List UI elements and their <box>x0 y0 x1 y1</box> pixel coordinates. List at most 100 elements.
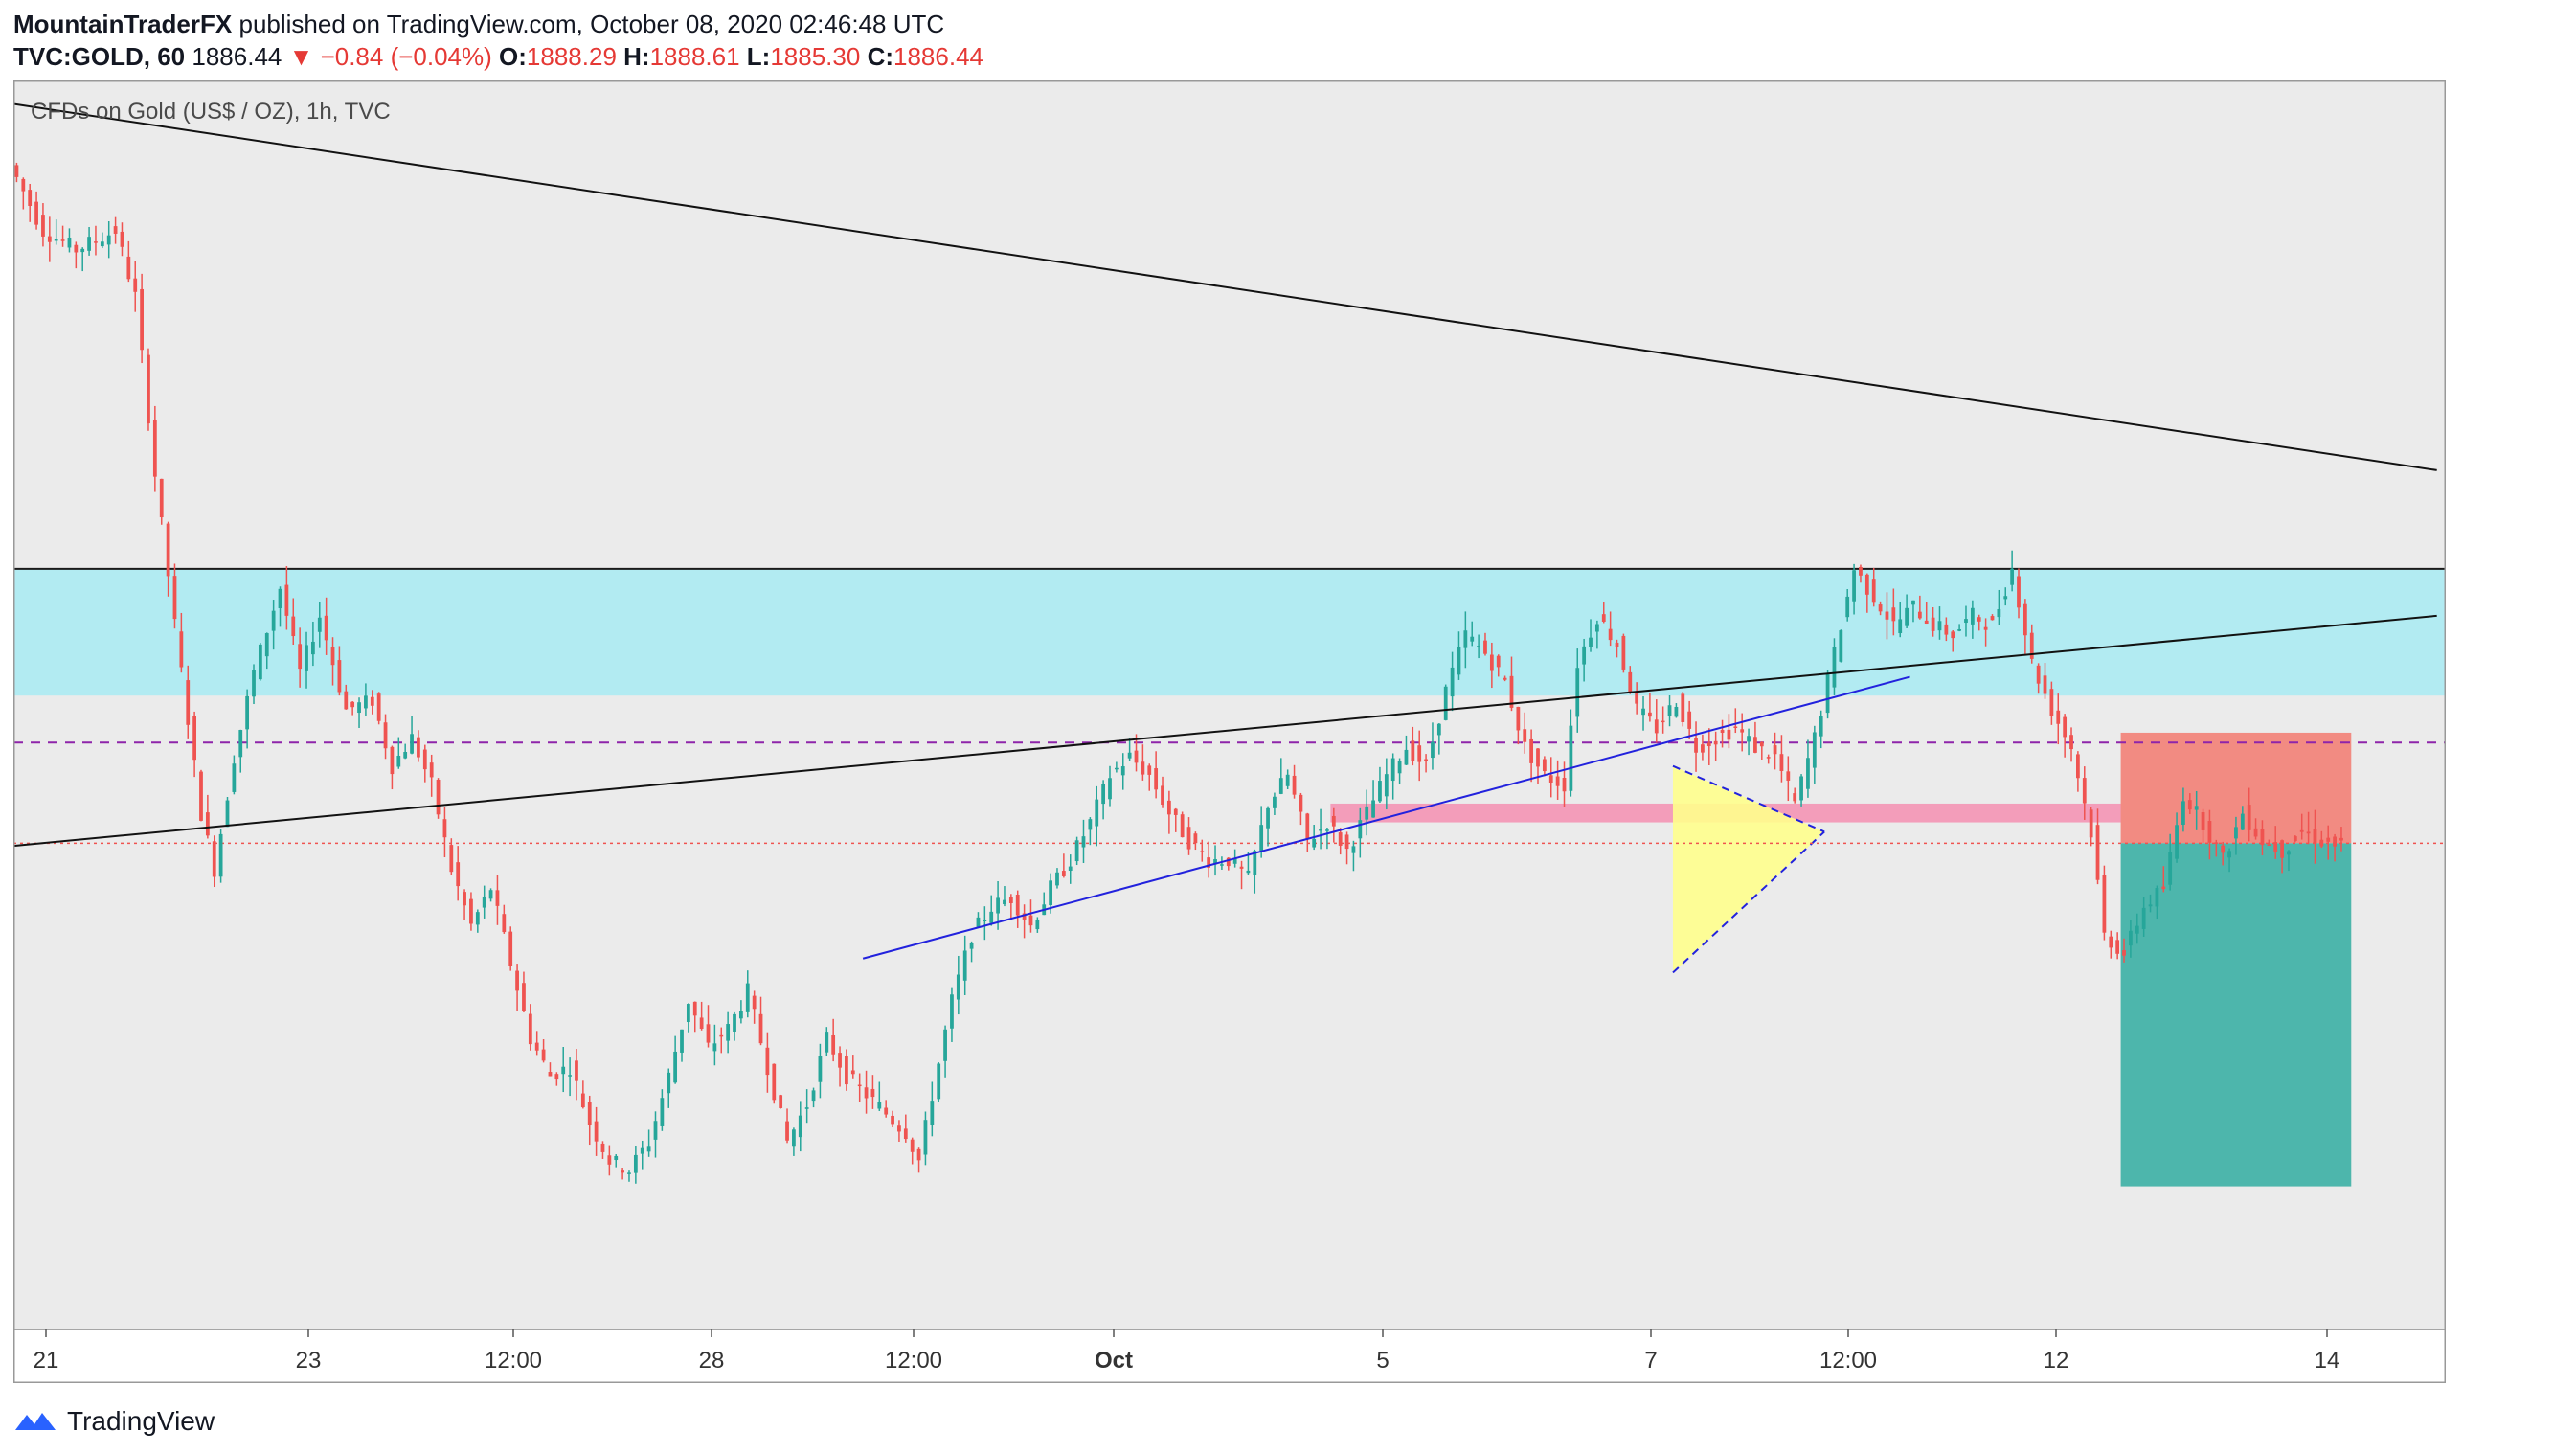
author-name[interactable]: MountainTraderFX <box>13 10 233 38</box>
candle-body <box>1489 654 1494 671</box>
candle-body <box>2306 831 2311 834</box>
candle-body <box>706 1024 711 1043</box>
candle-body <box>1575 668 1580 717</box>
candle-body <box>2234 827 2238 839</box>
candle-body <box>1253 851 1257 875</box>
candle-body <box>376 693 381 721</box>
candle-body <box>561 1066 566 1075</box>
candle-body <box>47 236 52 242</box>
candle-body <box>298 644 303 670</box>
candle-body <box>600 1143 605 1152</box>
candle-body <box>1674 706 1679 717</box>
candle-body <box>456 862 461 887</box>
brand-label[interactable]: TradingView <box>67 1406 215 1436</box>
price-chart[interactable]: CFDs on Gold (US$ / OZ), 1h, TVC1960.001… <box>13 80 2446 1383</box>
candle-body <box>1529 738 1534 763</box>
candle-body <box>825 1032 829 1053</box>
candle-body <box>1641 708 1645 716</box>
candle-body <box>1555 776 1560 786</box>
candle-body <box>2095 825 2100 880</box>
chart-frame[interactable]: CFDs on Gold (US$ / OZ), 1h, TVC1960.001… <box>13 80 2446 1383</box>
candle-body <box>1977 617 1981 622</box>
candle-body <box>264 633 269 657</box>
candle-body <box>1825 674 1830 714</box>
candle-body <box>442 819 447 838</box>
candle-body <box>1344 834 1349 850</box>
candle-body <box>1397 761 1402 774</box>
candle-body <box>845 1056 848 1085</box>
candle-body <box>1003 899 1006 905</box>
time-tick-label: 12:00 <box>1819 1348 1877 1374</box>
candle-body <box>785 1121 789 1141</box>
candle-body <box>1727 729 1731 740</box>
candle-body <box>1331 815 1336 827</box>
candle-body <box>1022 913 1027 920</box>
candle-body <box>364 695 368 709</box>
candle-body <box>1246 870 1251 874</box>
candle-body <box>2043 675 2047 694</box>
candle-body <box>1871 579 1876 603</box>
candle-body <box>74 244 79 253</box>
candle-body <box>1694 738 1698 753</box>
candle-body <box>2168 852 2173 885</box>
candle-body <box>390 746 395 775</box>
candle-body <box>2063 716 2068 738</box>
chart-border <box>13 80 2446 1383</box>
candle-body <box>1371 800 1375 818</box>
candle-body <box>1509 675 1514 708</box>
candle-body <box>1964 619 1968 624</box>
candle-body <box>403 752 408 759</box>
candle-body <box>2069 735 2073 750</box>
time-axis[interactable] <box>13 1329 2446 1383</box>
candle-body <box>508 931 513 966</box>
candle-body <box>1226 857 1231 867</box>
candle-body <box>739 1011 743 1019</box>
candle-body <box>1141 761 1145 775</box>
candle-body <box>1957 629 1962 631</box>
candle-body <box>1733 726 1738 728</box>
candle-body <box>733 1013 736 1032</box>
tradingview-logo-icon[interactable] <box>13 1409 57 1434</box>
candle-body <box>2115 940 2120 954</box>
candle-body <box>1589 637 1593 647</box>
candle-body <box>897 1125 901 1132</box>
candle-body <box>910 1139 915 1152</box>
candle-body <box>1232 858 1237 864</box>
publish-info: published on TradingView.com, October 08… <box>238 10 945 38</box>
candle-body <box>1681 693 1685 722</box>
candle-body <box>1273 796 1277 808</box>
candle-body <box>575 1060 578 1081</box>
candle-body <box>1483 640 1487 654</box>
high-label: H: <box>623 42 650 71</box>
downtrend-line[interactable] <box>13 102 2437 471</box>
uptrend-line-black[interactable] <box>13 614 2437 848</box>
candle-body <box>1667 705 1672 716</box>
candle-body <box>2319 839 2324 847</box>
candle-body <box>2022 603 2027 636</box>
candle-body <box>417 737 420 758</box>
candle-body <box>765 1047 770 1076</box>
candle-body <box>1864 574 1869 595</box>
candle-body <box>21 178 26 192</box>
candle-body <box>996 897 1000 914</box>
candle-body <box>1161 785 1164 806</box>
candle-body <box>1845 596 1850 618</box>
candle-body <box>726 1024 731 1041</box>
candle-body <box>686 1004 690 1023</box>
candle-body <box>60 239 65 241</box>
candle-body <box>87 237 91 251</box>
publish-header: MountainTraderFX published on TradingVie… <box>13 8 944 40</box>
candle-body <box>1759 741 1764 747</box>
take-profit-zone[interactable] <box>2120 843 2352 1187</box>
candle-body <box>2161 886 2166 890</box>
candle-body <box>1384 774 1389 797</box>
candle-body <box>653 1121 658 1140</box>
candle-body <box>410 734 414 754</box>
candle-body <box>1325 829 1329 831</box>
candle-body <box>1417 745 1422 762</box>
candle-body <box>2214 842 2219 844</box>
candle-body <box>152 420 157 477</box>
symmetrical-triangle[interactable] <box>1672 765 1825 973</box>
candle-body <box>449 845 454 873</box>
uptrend-line-blue[interactable] <box>862 675 1910 960</box>
